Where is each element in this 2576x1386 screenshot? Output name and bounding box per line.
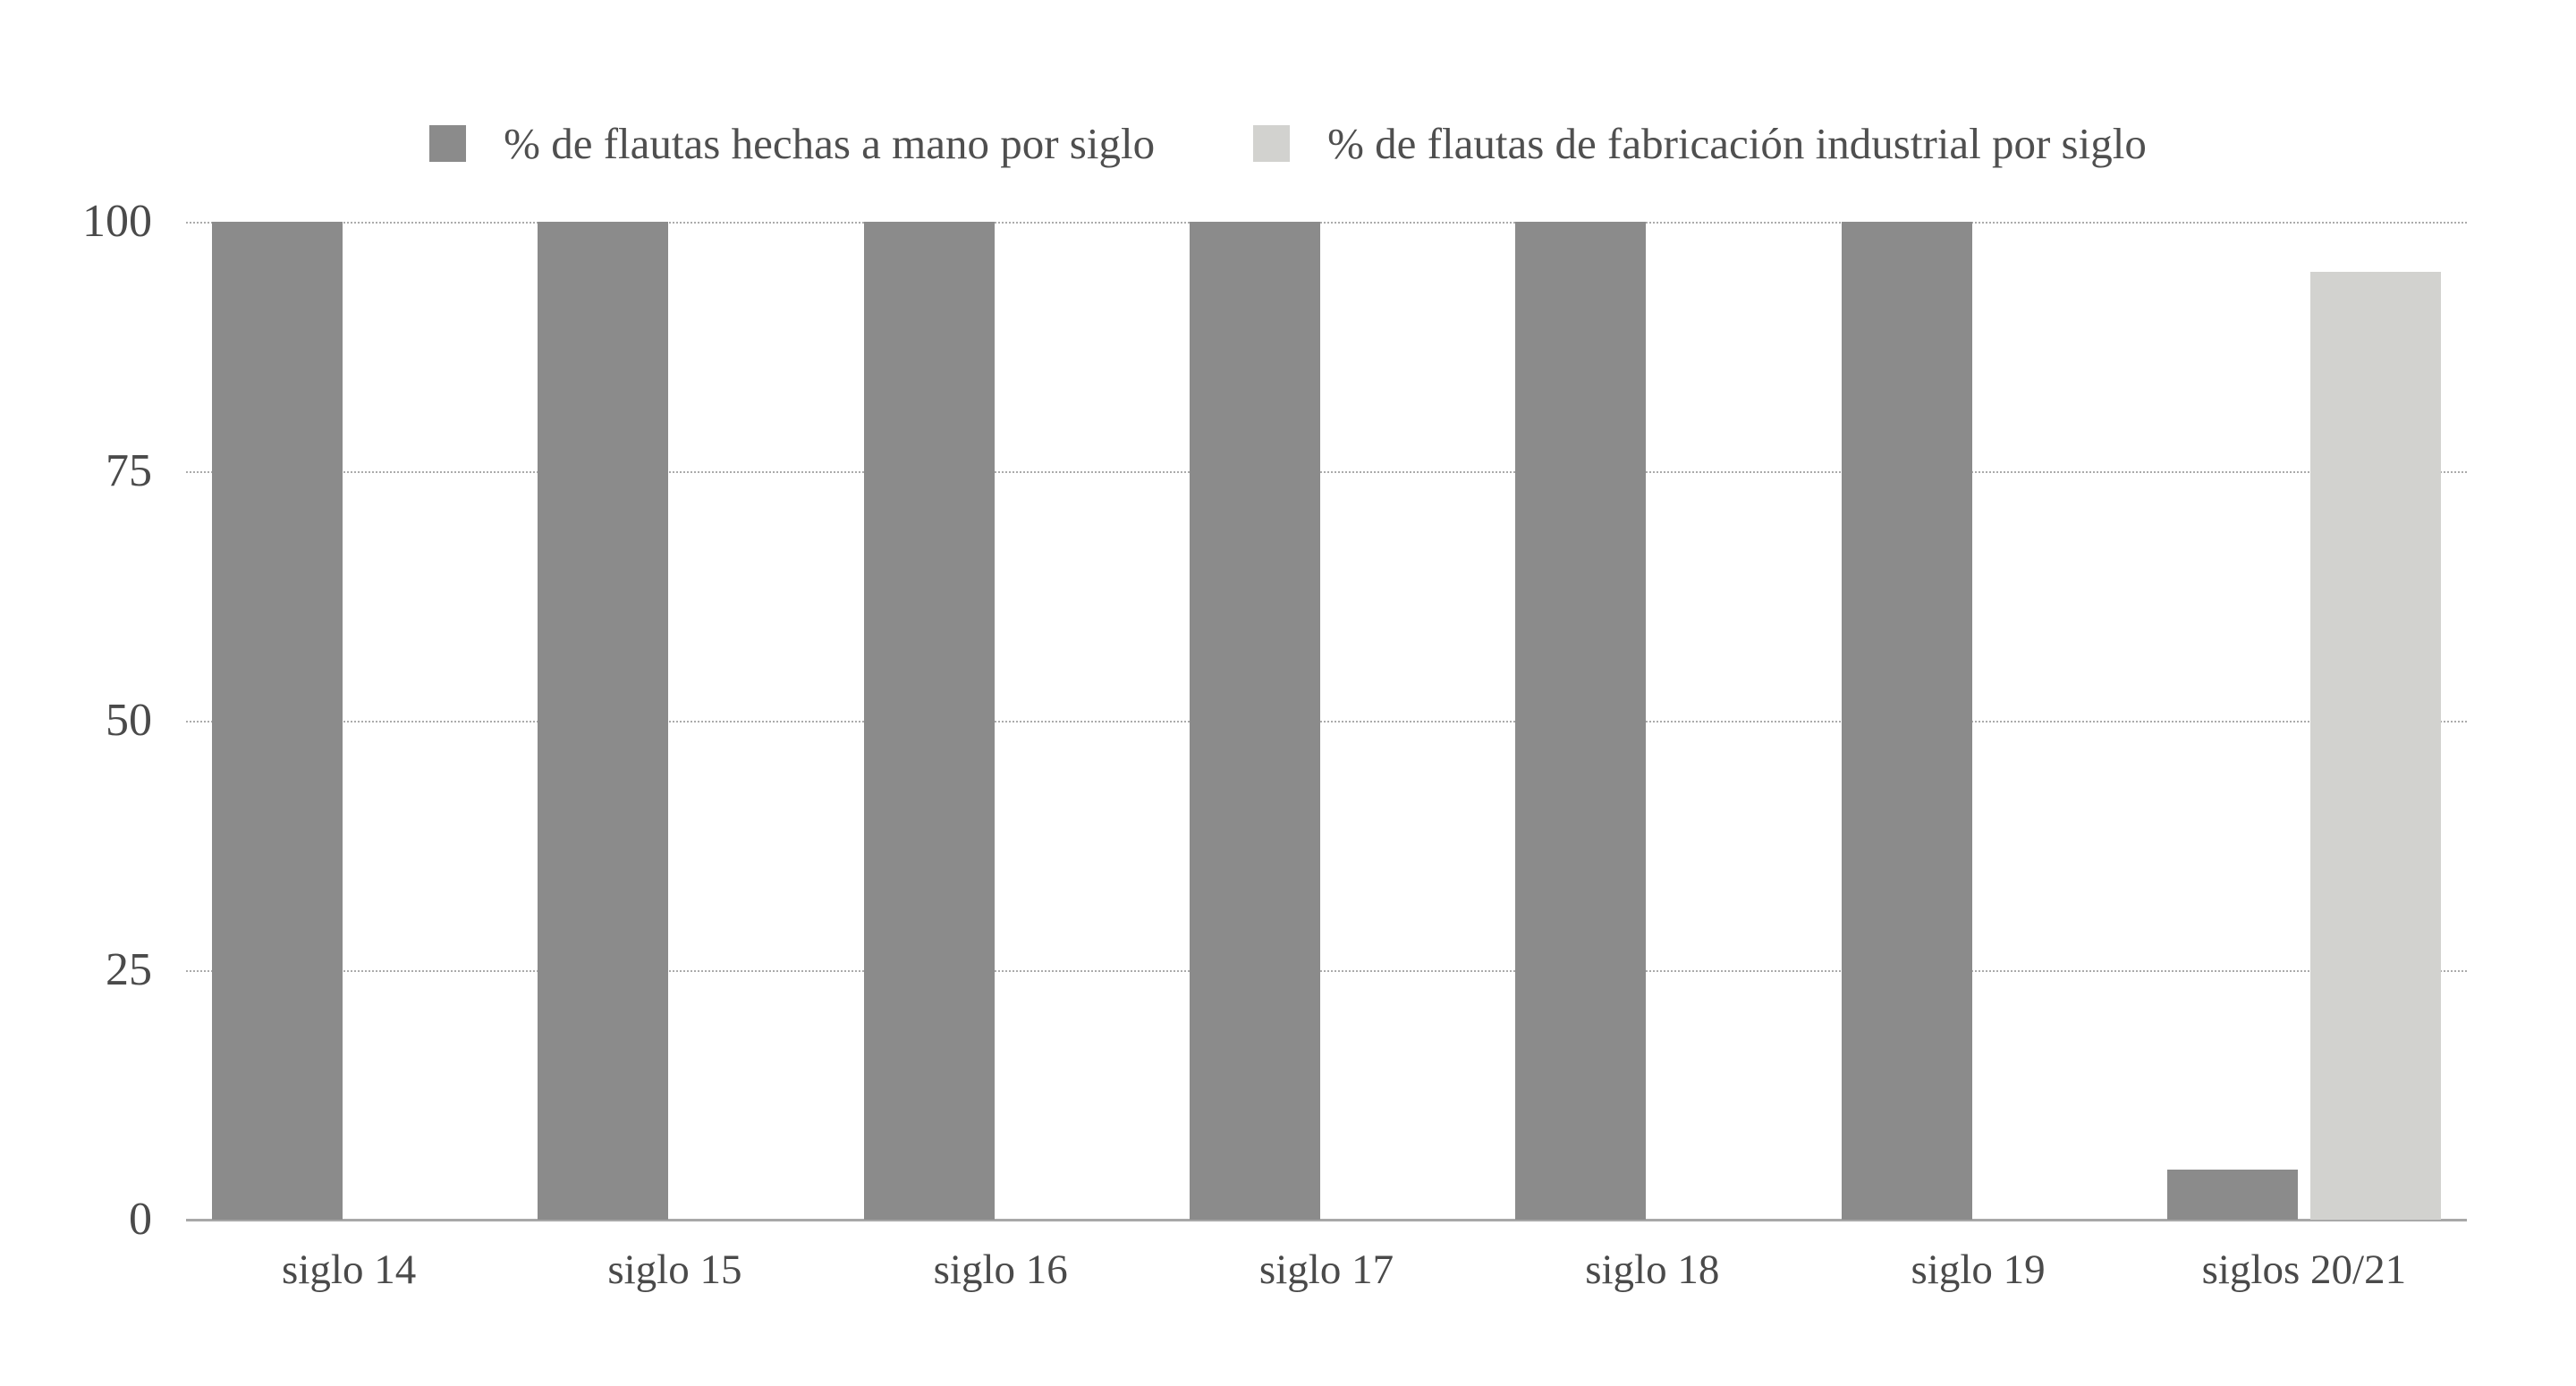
legend-swatch-industrial-icon	[1253, 124, 1291, 162]
bar-handmade-3	[863, 222, 995, 1220]
bar-handmade-6	[1841, 222, 1972, 1220]
legend-item-industrial: % de flautas de fabricación industrial p…	[1253, 122, 2147, 165]
chart-legend: % de flautas hechas a mano por siglo % d…	[0, 100, 2576, 186]
y-tick-label-50: 50	[106, 695, 152, 746]
plot-area	[186, 222, 2467, 1221]
x-tick-label-2: siglo 15	[607, 1247, 742, 1293]
x-tick-label-5: siglo 18	[1585, 1247, 1720, 1293]
x-tick-label-4: siglo 17	[1258, 1247, 1394, 1293]
legend-label-handmade: % de flautas hechas a mano por siglo	[504, 118, 1156, 168]
x-tick-label-1: siglo 14	[282, 1247, 417, 1293]
legend-swatch-handmade-icon	[429, 124, 467, 162]
gridline-100	[186, 222, 2467, 224]
bar-handmade-1	[212, 222, 343, 1220]
y-tick-label-100: 100	[82, 196, 152, 247]
x-tick-label-6: siglo 19	[1911, 1247, 2046, 1293]
bar-handmade-4	[1190, 222, 1320, 1220]
x-axis-line	[186, 1219, 2467, 1221]
x-tick-label-3: siglo 16	[933, 1247, 1068, 1293]
gridline-25	[186, 970, 2467, 972]
bar-industrial-7	[2309, 271, 2441, 1220]
bar-handmade-7	[2166, 1170, 2298, 1220]
bar-handmade-2	[538, 222, 669, 1220]
bar-handmade-5	[1515, 222, 1647, 1220]
legend-label-industrial: % de flautas de fabricación industrial p…	[1327, 118, 2147, 168]
y-tick-label-25: 25	[106, 944, 152, 995]
gridline-75	[186, 471, 2467, 473]
y-tick-label-0: 0	[129, 1194, 152, 1245]
legend-item-handmade: % de flautas hechas a mano por siglo	[429, 122, 1155, 165]
x-tick-label-7: siglos 20/21	[2201, 1247, 2407, 1293]
y-tick-label-75: 75	[106, 445, 152, 496]
gridline-50	[186, 721, 2467, 723]
